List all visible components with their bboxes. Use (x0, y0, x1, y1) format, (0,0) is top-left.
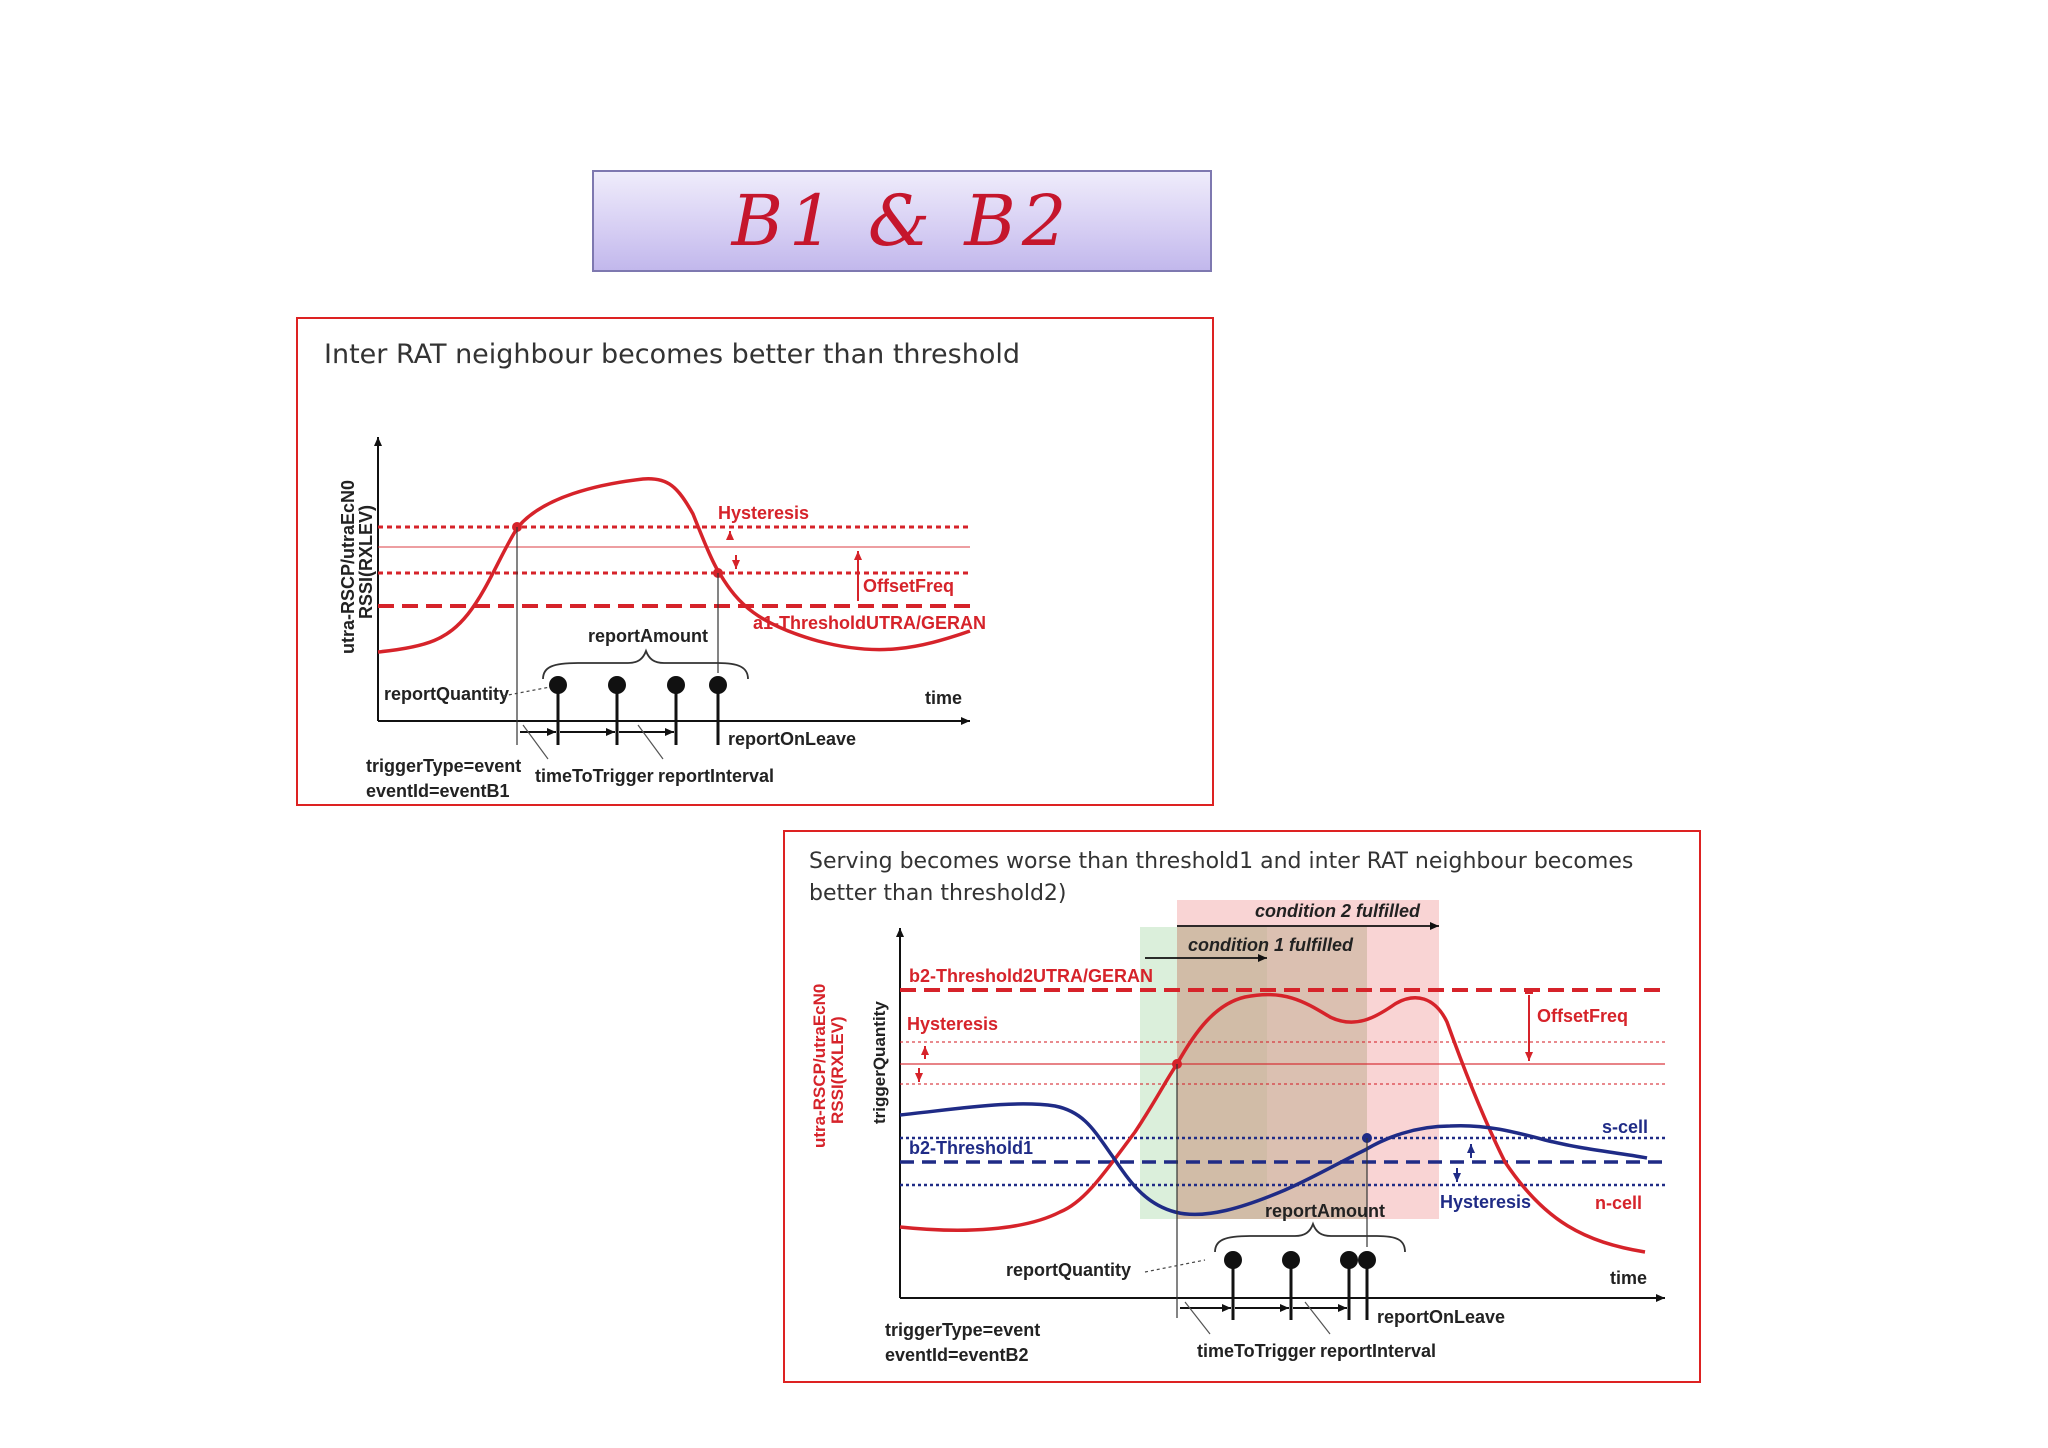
b1-timing-callout (637, 724, 664, 760)
b2-n-cell-curve (899, 992, 1646, 1254)
b1-report-quantity-label: reportQuantity (384, 684, 509, 704)
b2-offset-label: OffsetFreq (1537, 1006, 1628, 1026)
b2-report-amount-label: reportAmount (1265, 1201, 1385, 1221)
b2-hysteresis-blue-label: Hysteresis (1440, 1192, 1531, 1212)
b1-report-amount-brace (542, 648, 749, 680)
b1-x-label: time (925, 688, 962, 708)
b2-timing-callout (1304, 1301, 1331, 1335)
b1-event-id: eventId=eventB1 (366, 781, 510, 801)
b1-signal-curve (377, 477, 971, 654)
b1-report-marker (608, 676, 626, 745)
b2-y-label-3: triggerQuantity (870, 1001, 889, 1124)
b2-condition2-region (1177, 900, 1439, 1219)
b1-offset-label: OffsetFreq (863, 576, 954, 596)
b2-report-marker (1282, 1251, 1300, 1320)
b1-report-amount-label: reportAmount (588, 626, 708, 646)
b2-trigger-type: triggerType=event (885, 1320, 1040, 1340)
b1-report-quantity-pointer (502, 686, 551, 697)
b2-overlap-region (1177, 927, 1367, 1219)
b1-report-marker (549, 676, 567, 745)
b2-report-quantity-pointer (1144, 1259, 1206, 1273)
b1-trigger-type: triggerType=event (366, 756, 521, 776)
b2-panel: Serving becomes worse than threshold1 an… (783, 830, 1701, 1383)
b1-threshold-label: a1-ThresholdUTRA/GERAN (753, 613, 986, 633)
b2-s-cell-curve (899, 1102, 1648, 1217)
b1-y-label-2: RSSI(RXLEV) (356, 505, 376, 619)
b2-heading: Serving becomes worse than threshold1 an… (809, 849, 1634, 906)
b1-diagram: utra-RSCP/utraEcN0 RSSI(RXLEV) Hysteresi… (338, 437, 986, 801)
b2-time-to-trigger-label: timeToTrigger (1197, 1341, 1316, 1361)
b2-hysteresis-red-label: Hysteresis (907, 1014, 998, 1034)
b1-panel: Inter RAT neighbour becomes better than … (296, 317, 1214, 806)
b1-timing-callout (522, 724, 549, 760)
b1-hysteresis-label: Hysteresis (718, 503, 809, 523)
b2-y-label-1: utra-RSCP/utraEcN0 (810, 984, 829, 1148)
b2-report-amount-brace (1214, 1221, 1406, 1253)
b2-report-on-leave-label: reportOnLeave (1377, 1307, 1505, 1327)
b2-condition2-label: condition 2 fulfilled (1255, 901, 1421, 921)
b2-report-on-leave-marker (1358, 1251, 1376, 1320)
title-banner: B1 & B2 (592, 170, 1212, 272)
b2-y-label-2: RSSI(RXLEV) (828, 1016, 847, 1124)
b2-threshold2-label: b2-Threshold2UTRA/GERAN (909, 966, 1153, 986)
b2-report-quantity-label: reportQuantity (1006, 1260, 1131, 1280)
page-title: B1 & B2 (731, 180, 1073, 262)
b1-report-on-leave-marker (709, 676, 727, 745)
b1-y-label-1: utra-RSCP/utraEcN0 (338, 480, 358, 654)
b2-n-cell-label: n-cell (1595, 1193, 1642, 1213)
b2-condition1-label: condition 1 fulfilled (1188, 935, 1354, 955)
b2-report-marker (1224, 1251, 1242, 1320)
b1-report-on-leave-label: reportOnLeave (728, 729, 856, 749)
b2-x-label: time (1610, 1268, 1647, 1288)
b2-diagram: condition 2 fulfilled condition 1 fulfil… (810, 900, 1665, 1365)
b2-report-marker (1340, 1251, 1358, 1320)
b2-event-id: eventId=eventB2 (885, 1345, 1029, 1365)
b2-threshold1-label: b2-Threshold1 (909, 1138, 1033, 1158)
b1-time-to-trigger-label: timeToTrigger (535, 766, 654, 786)
b1-heading: Inter RAT neighbour becomes better than … (324, 339, 1020, 370)
b2-timing-callout (1184, 1301, 1211, 1335)
b2-report-interval-label: reportInterval (1320, 1341, 1436, 1361)
b1-report-marker (667, 676, 685, 745)
b2-s-cell-label: s-cell (1602, 1117, 1648, 1137)
b1-report-interval-label: reportInterval (658, 766, 774, 786)
